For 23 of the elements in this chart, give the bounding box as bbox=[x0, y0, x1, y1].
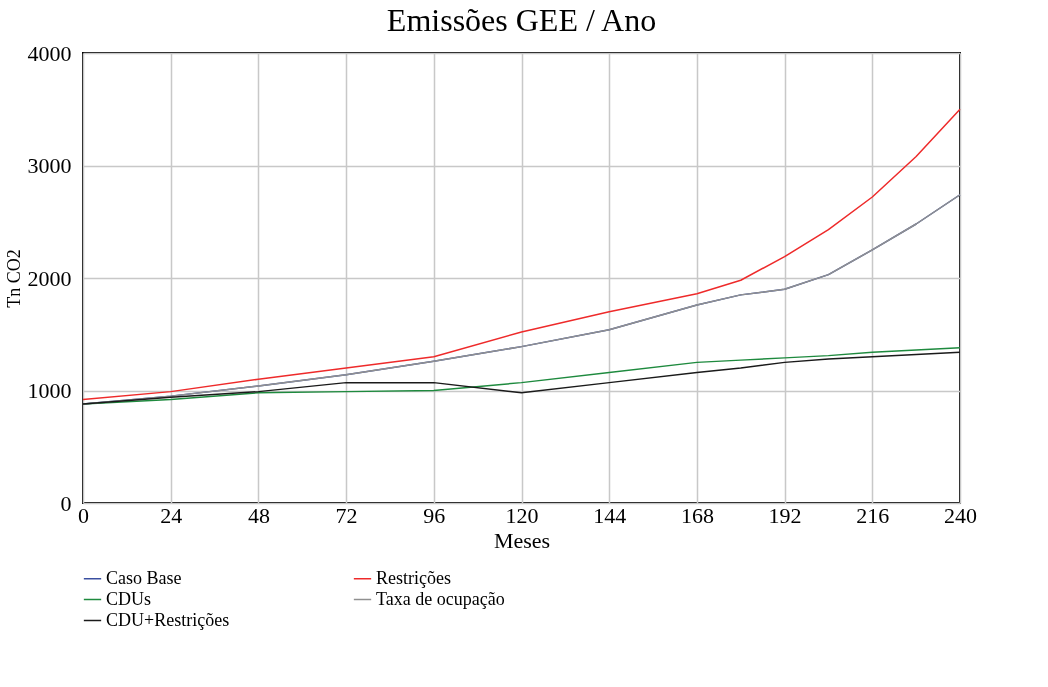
x-tick-label: 96 bbox=[423, 502, 446, 528]
x-tick-label: 168 bbox=[680, 502, 714, 528]
legend-label: Restrições bbox=[376, 567, 451, 588]
x-tick-label: 48 bbox=[247, 502, 270, 528]
legend-label: CDU+Restrições bbox=[106, 609, 230, 630]
y-tick-label: 4000 bbox=[27, 40, 72, 66]
x-tick-label: 72 bbox=[335, 502, 358, 528]
x-tick-label: 144 bbox=[593, 502, 627, 528]
y-tick-label: 2000 bbox=[27, 265, 72, 291]
x-tick-label: 24 bbox=[160, 502, 183, 528]
chart-title: Emissões GEE / Ano bbox=[386, 2, 657, 38]
x-axis-title: Meses bbox=[493, 527, 551, 553]
x-tick-label: 192 bbox=[768, 502, 802, 528]
legend-label: Taxa de ocupação bbox=[376, 588, 505, 609]
x-tick-label: 240 bbox=[944, 502, 977, 528]
y-axis-title: Tn CO2 bbox=[3, 249, 24, 308]
y-tick-label: 1000 bbox=[27, 378, 72, 403]
x-tick-label: 120 bbox=[505, 502, 539, 528]
y-tick-label: 3000 bbox=[27, 153, 72, 178]
legend-label: CDUs bbox=[106, 588, 152, 609]
x-tick-label: 216 bbox=[856, 502, 890, 528]
x-tick-label: 0 bbox=[78, 502, 89, 528]
legend-label: Caso Base bbox=[106, 567, 182, 588]
